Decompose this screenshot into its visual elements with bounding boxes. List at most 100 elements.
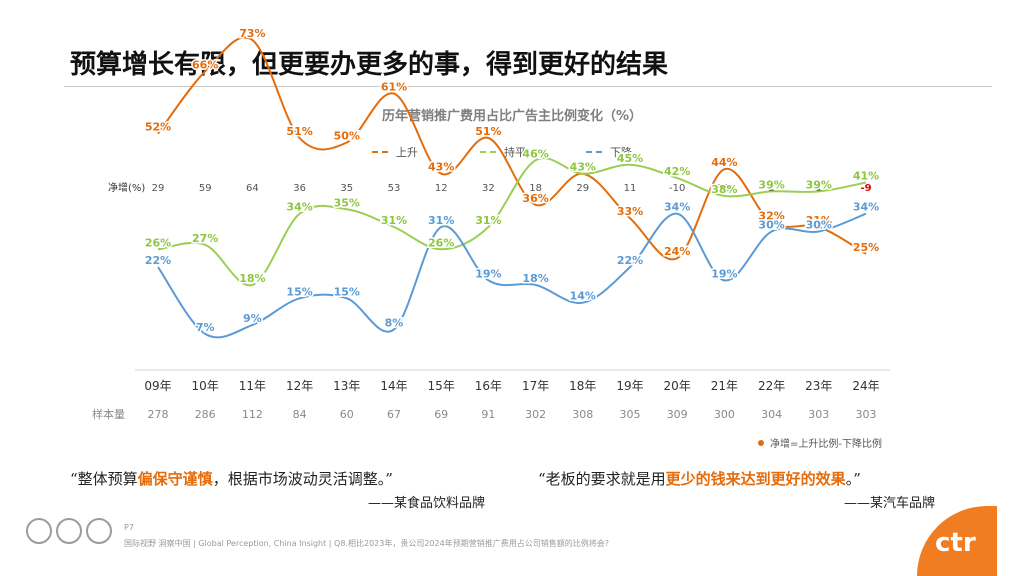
sample-value: 60 <box>340 408 354 421</box>
certification-badge-icon <box>86 518 112 544</box>
net-value: -9 <box>860 183 871 194</box>
sample-value: 286 <box>195 408 216 421</box>
x-tick-label: 17年 <box>522 379 549 393</box>
data-label-2: 7% <box>196 321 215 334</box>
certification-badge-icon <box>26 518 52 544</box>
net-value: 36 <box>293 183 306 194</box>
data-label-0: 51% <box>475 125 501 138</box>
sample-value: 69 <box>434 408 448 421</box>
sample-value: 304 <box>761 408 782 421</box>
note-dot <box>758 440 764 446</box>
sample-value: 91 <box>481 408 495 421</box>
quote-left: “整体预算偏保守谨慎，根据市场波动灵活调整。” <box>70 468 393 489</box>
data-label-1: 43% <box>570 161 596 174</box>
x-tick-label: 18年 <box>569 379 596 393</box>
certification-badge-icon <box>56 518 82 544</box>
chart-note: 净增=上升比例-下降比例 <box>770 437 882 450</box>
data-label-2: 15% <box>286 285 312 298</box>
sample-value: 84 <box>293 408 307 421</box>
footer-note: 国际视野 洞察中国 | Global Perception, China Ins… <box>124 539 609 548</box>
data-label-0: 52% <box>145 121 171 134</box>
x-tick-label: 14年 <box>380 379 407 393</box>
data-label-0: 36% <box>522 192 548 205</box>
data-label-2: 19% <box>711 267 737 280</box>
series-line-1 <box>157 157 867 287</box>
data-label-0: 24% <box>664 245 690 258</box>
sample-row-label: 样本量 <box>92 407 125 421</box>
chart-title: 历年营销推广费用占比广告主比例变化（%） <box>382 108 642 124</box>
x-tick-label: 24年 <box>852 379 879 393</box>
data-label-2: 30% <box>806 219 832 232</box>
x-tick-label: 09年 <box>144 379 171 393</box>
net-value: 29 <box>576 183 589 194</box>
data-label-0: 61% <box>381 81 407 94</box>
x-tick-label: 20年 <box>664 379 691 393</box>
data-label-1: 31% <box>475 214 501 227</box>
net-value: 11 <box>624 183 637 194</box>
series-line-2 <box>157 212 867 339</box>
quote-right-before: “老板的要求就是用 <box>538 470 666 488</box>
sample-value: 308 <box>572 408 593 421</box>
x-tick-label: 22年 <box>758 379 785 393</box>
quote-right: “老板的要求就是用更少的钱来达到更好的效果。” <box>538 468 861 489</box>
data-label-0: 33% <box>617 205 643 218</box>
x-tick-label: 21年 <box>711 379 738 393</box>
data-label-2: 34% <box>853 201 879 214</box>
sample-value: 300 <box>714 408 735 421</box>
x-tick-label: 10年 <box>192 379 219 393</box>
data-label-1: 27% <box>192 232 218 245</box>
data-label-0: 51% <box>286 125 312 138</box>
quote-right-source: ——某汽车品牌 <box>844 496 936 511</box>
x-tick-label: 12年 <box>286 379 313 393</box>
quote-left-after: ，根据市场波动灵活调整。” <box>212 470 393 488</box>
x-tick-label: 16年 <box>475 379 502 393</box>
title-divider <box>64 86 992 87</box>
net-value: 18 <box>529 183 542 194</box>
data-label-2: 34% <box>664 201 690 214</box>
net-row-label: 净增(%) <box>108 181 145 194</box>
data-label-0: 31% <box>806 214 832 227</box>
page-number: P7 <box>124 523 134 532</box>
legend-label-1: 持平 <box>504 145 526 159</box>
data-label-2: 14% <box>570 290 596 303</box>
data-label-2: 9% <box>243 312 262 325</box>
sample-value: 303 <box>856 408 877 421</box>
data-label-1: 41% <box>853 170 879 183</box>
quote-left-source: ——某食品饮料品牌 <box>368 496 486 511</box>
data-label-0: 66% <box>192 58 218 71</box>
sample-value: 278 <box>148 408 169 421</box>
data-label-1: 38% <box>711 183 737 196</box>
net-value: 32 <box>482 183 495 194</box>
data-label-0: 73% <box>239 27 265 40</box>
net-value: -10 <box>669 183 685 194</box>
series-line-0 <box>157 36 867 261</box>
net-value: 29 <box>152 183 165 194</box>
sample-value: 112 <box>242 408 263 421</box>
data-label-2: 19% <box>475 267 501 280</box>
net-value: 59 <box>199 183 212 194</box>
data-label-1: 45% <box>617 152 643 165</box>
data-label-1: 42% <box>664 165 690 178</box>
x-tick-label: 15年 <box>428 379 455 393</box>
data-label-0: 50% <box>334 130 360 143</box>
quote-left-before: “整体预算 <box>70 470 138 488</box>
data-label-0: 43% <box>570 161 596 174</box>
data-label-2: 22% <box>145 254 171 267</box>
net-value: 35 <box>340 183 353 194</box>
data-label-2: 30% <box>758 219 784 232</box>
logo-text: ctr <box>935 528 976 558</box>
net-value: 12 <box>435 183 448 194</box>
data-label-2: 8% <box>385 316 404 329</box>
data-label-0: 32% <box>758 210 784 223</box>
data-label-2: 15% <box>334 285 360 298</box>
data-label-2: 31% <box>428 214 454 227</box>
x-tick-label: 11年 <box>239 379 266 393</box>
data-label-1: 26% <box>145 236 171 249</box>
sample-value: 67 <box>387 408 401 421</box>
sample-value: 302 <box>525 408 546 421</box>
data-label-1: 26% <box>428 236 454 249</box>
net-value: 1 <box>815 183 822 194</box>
data-label-2: 22% <box>617 254 643 267</box>
data-label-1: 34% <box>286 201 312 214</box>
